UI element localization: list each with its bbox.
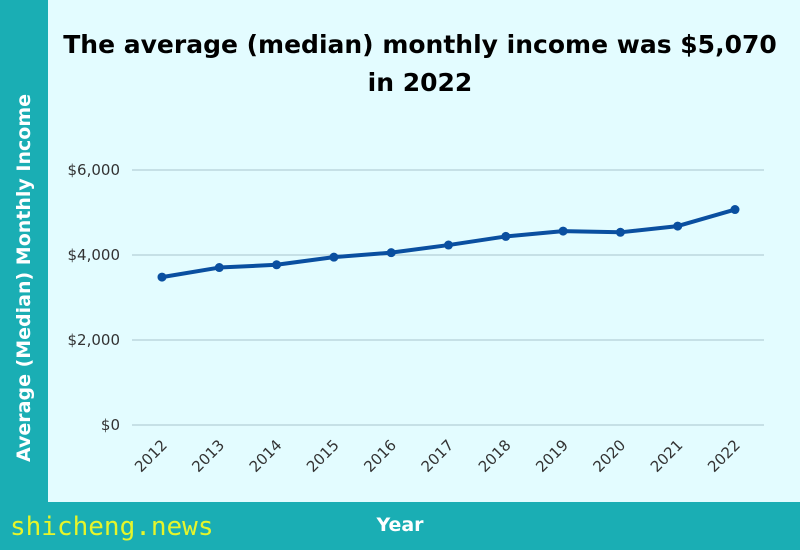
data-point [272,260,282,270]
y-tick-label: $2,000 [68,331,121,349]
x-tick-label: 2016 [360,436,400,476]
y-tick-label: $0 [101,416,120,434]
gridlines [132,169,764,426]
data-point [444,240,453,250]
bottom-band [0,502,800,550]
x-tick-label: 2021 [647,436,687,476]
x-tick-label: 2020 [589,436,629,476]
x-tick-label: 2018 [475,436,515,476]
x-tick-label: 2022 [704,436,744,476]
x-tick-label: 2015 [303,436,343,476]
data-point [673,221,683,231]
x-tick-label: 2019 [532,436,572,476]
y-tick-label: $4,000 [68,246,121,264]
data-point [329,252,339,262]
y-tick-label: $6,000 [68,161,121,179]
x-tick-labels: 2012 2013 2014 2015 2016 2017 2018 2019 2020 2021… [131,436,744,476]
x-axis-label: Year [376,514,424,536]
left-band [0,0,48,550]
chart-title: The average (median) monthly income was … [63,30,777,97]
watermark-logo: shicheng.news [10,512,214,542]
data-point [501,231,511,241]
x-tick-label: 2017 [418,436,458,476]
data-point [615,227,625,237]
x-tick-label: 2012 [131,436,171,476]
y-tick-labels: $0 $2,000 $4,000 $6,000 [68,161,121,434]
data-point [157,272,167,282]
data-point [214,263,224,273]
data-point [558,226,568,236]
data-point [386,248,396,258]
x-tick-label: 2014 [246,436,286,476]
series-income [157,205,740,282]
data-point [730,205,740,215]
x-tick-label: 2013 [188,436,228,476]
